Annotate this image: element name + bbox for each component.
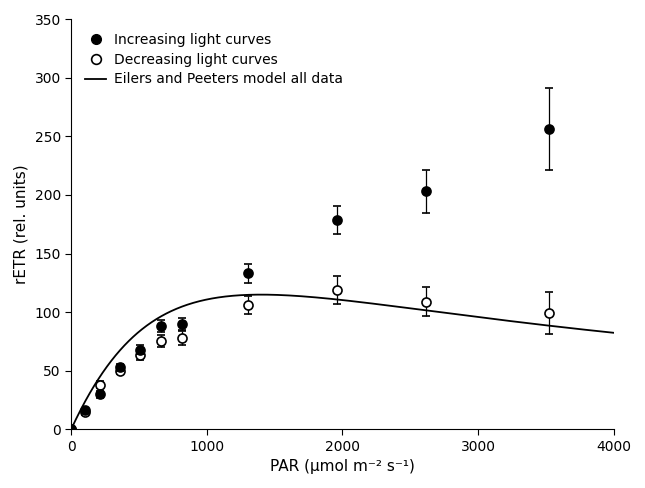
Legend: Increasing light curves, Decreasing light curves, Eilers and Peeters model all d: Increasing light curves, Decreasing ligh… <box>78 26 350 93</box>
Y-axis label: rETR (rel. units): rETR (rel. units) <box>14 164 29 284</box>
X-axis label: PAR (μmol m⁻² s⁻¹): PAR (μmol m⁻² s⁻¹) <box>270 459 415 474</box>
